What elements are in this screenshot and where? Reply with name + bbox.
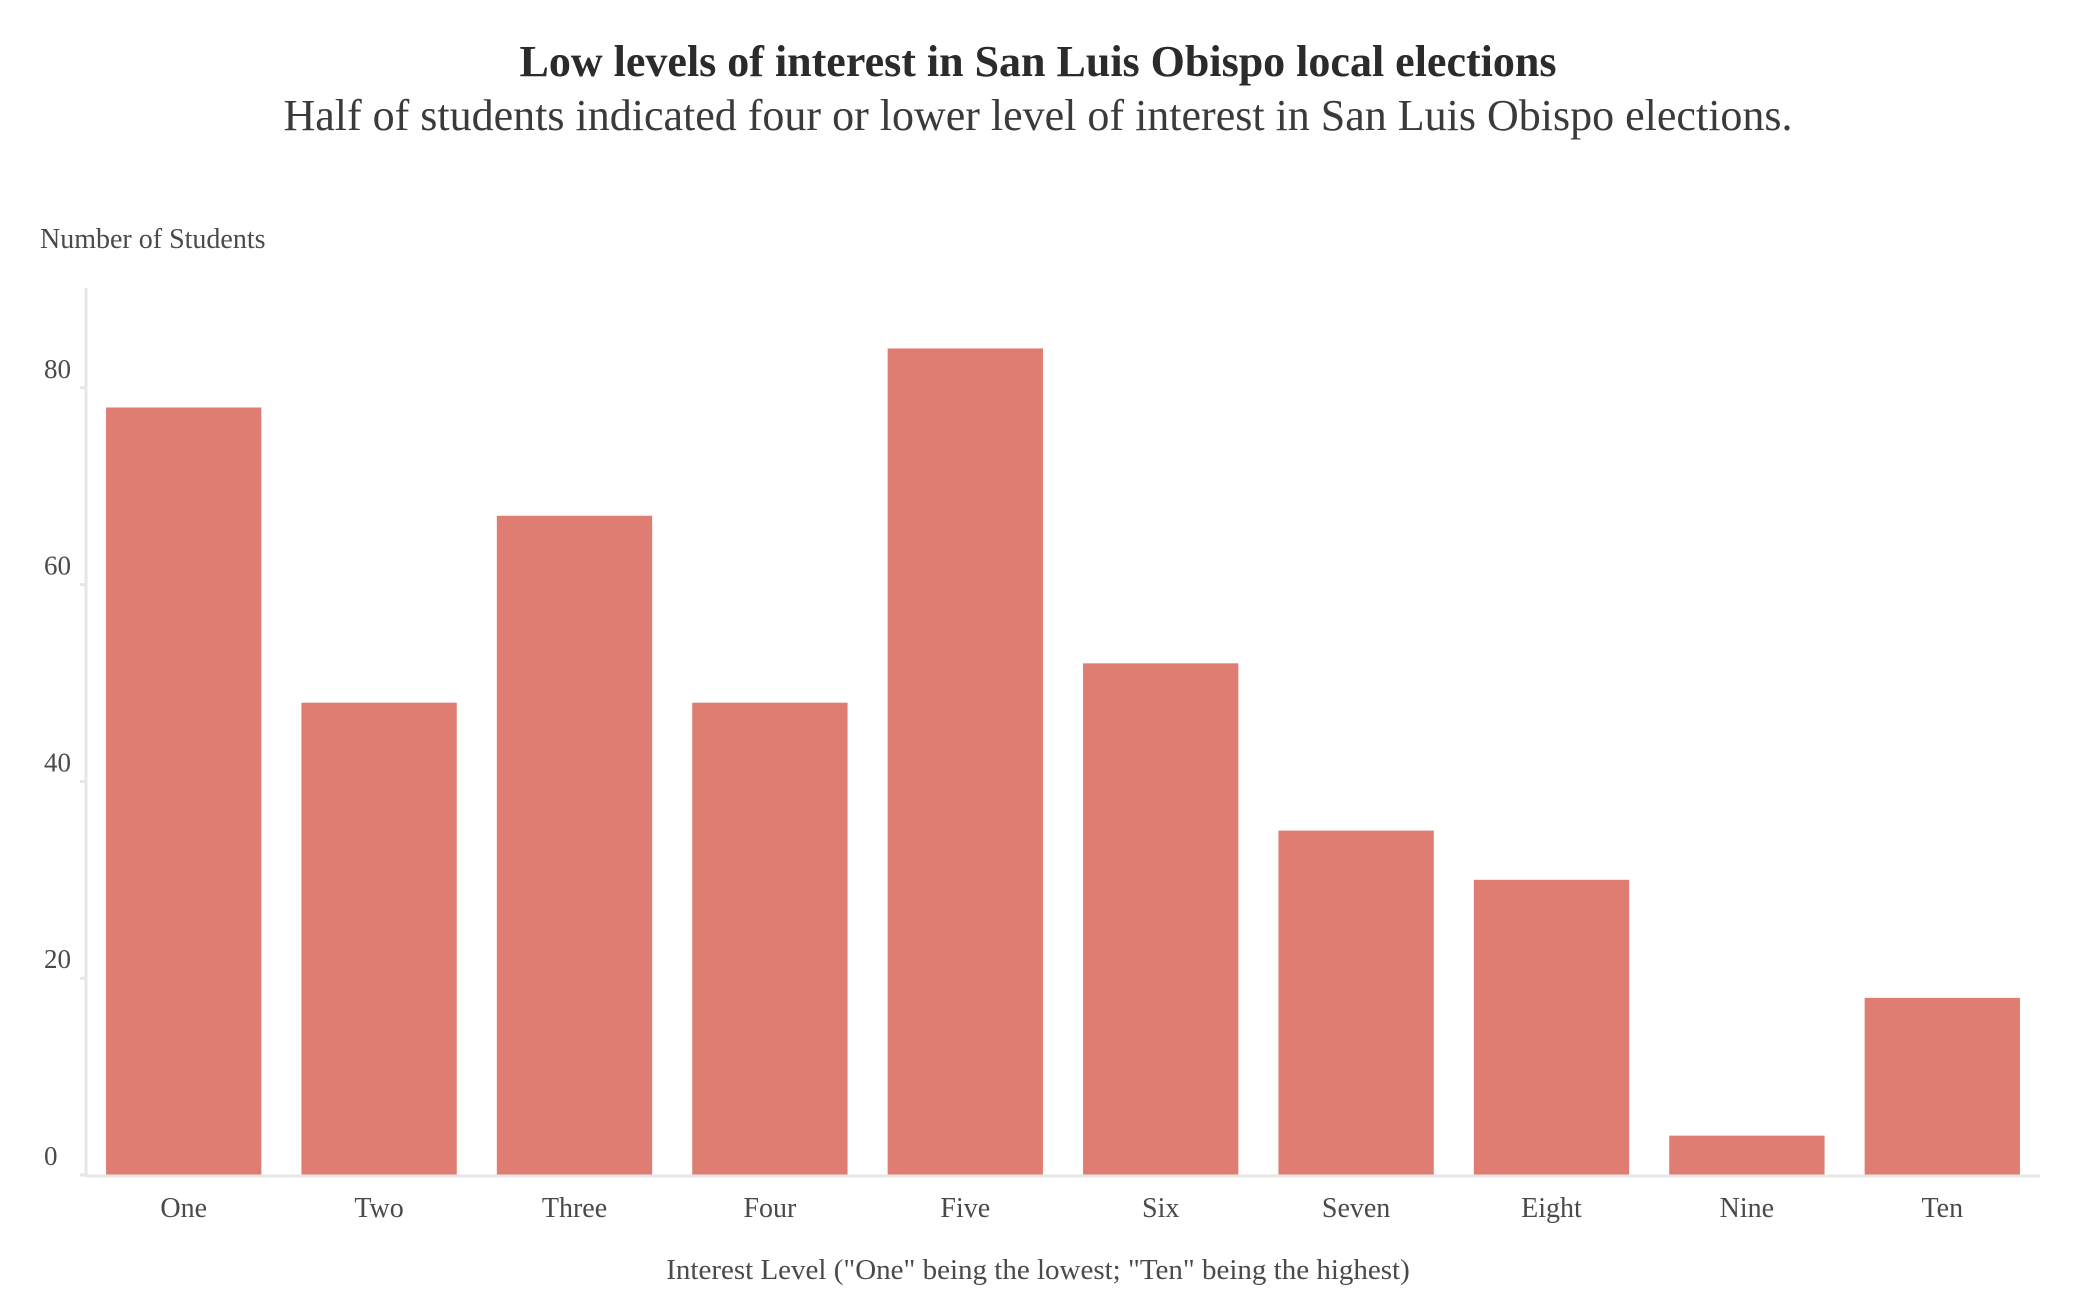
ticks-layer: One Two Three Four Five Six Seven Eight Nine Ten 0… xyxy=(44,354,1963,1224)
chart-title: Low levels of interest in San Luis Obisp… xyxy=(519,37,1557,86)
y-axis-label: Number of Students xyxy=(40,224,266,255)
bar-four xyxy=(692,702,848,1175)
x-tick-label-two: Two xyxy=(354,1193,403,1224)
bar-six xyxy=(1083,663,1239,1175)
bar-five xyxy=(887,348,1043,1175)
x-tick-label-four: Four xyxy=(743,1193,797,1224)
y-tick-label-20: 20 xyxy=(44,944,71,974)
x-tick-label-nine: Nine xyxy=(1720,1193,1774,1224)
axes-layer xyxy=(80,288,2040,1178)
bar-seven xyxy=(1278,830,1434,1175)
x-tick-label-seven: Seven xyxy=(1322,1193,1390,1224)
y-tick-label-80: 80 xyxy=(44,354,71,384)
bar-three xyxy=(496,515,653,1175)
x-tick-label-ten: Ten xyxy=(1922,1193,1964,1224)
y-tick-label-40: 40 xyxy=(44,747,71,777)
x-tick-label-five: Five xyxy=(940,1193,990,1224)
x-axis-label: Interest Level ("One" being the lowest; … xyxy=(666,1254,1410,1286)
bar-two xyxy=(301,702,457,1175)
bars-layer xyxy=(106,348,2020,1176)
x-tick-label-three: Three xyxy=(542,1193,607,1224)
y-tick-label-0: 0 xyxy=(44,1141,58,1171)
bar-one xyxy=(106,407,262,1176)
bar-eight xyxy=(1473,879,1630,1175)
y-tick-label-60: 60 xyxy=(44,551,71,581)
bar-ten xyxy=(1864,997,2020,1175)
chart-subtitle: Half of students indicated four or lower… xyxy=(283,91,1793,140)
bar-nine xyxy=(1669,1135,1825,1175)
x-tick-label-eight: Eight xyxy=(1521,1193,1582,1224)
x-tick-label-six: Six xyxy=(1142,1193,1179,1224)
x-tick-label-one: One xyxy=(160,1193,207,1224)
